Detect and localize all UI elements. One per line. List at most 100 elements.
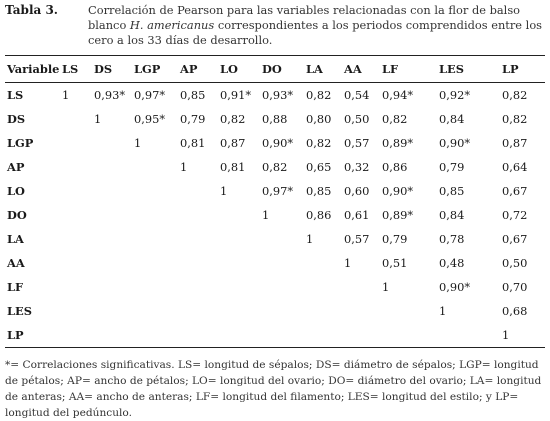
table-cell [218,227,260,251]
table-cell: 0,51 [382,256,408,270]
table-cell: 0,82 [306,136,332,150]
table-cell: 1 [94,112,102,126]
table-cell: 0,50 [502,256,528,270]
table-cell: 1 [134,136,142,150]
table-row: DO 1 0,86 0,61 0,89* 0,84 0,72 [5,203,545,227]
table-cell: 0,82 [502,112,528,126]
table-cell [218,323,260,348]
table-cell [92,131,132,155]
table-cell [260,227,304,251]
caption-text-start: Correlación de Pearson para las variable… [88,3,521,32]
table-cell: 0,97* [134,88,166,102]
table-row: AA 1 0,51 0,48 0,50 [5,251,545,275]
table-cell [304,299,342,323]
table-cell: 0,84 [439,208,465,222]
table-cell: 0,78 [439,232,465,246]
caption-species-name: H. americanus [129,18,215,32]
table-row: LP 1 [5,323,545,348]
table-cell: 1 [62,88,70,102]
column-header-lgp: LGP [132,55,178,83]
column-header-les: LES [437,55,500,83]
table-cell [218,299,260,323]
table-cell [178,203,218,227]
table-cell: 0,79 [382,232,408,246]
table-row: LO 1 0,97* 0,85 0,60 0,90* 0,85 0,67 [5,179,545,203]
table-row: LF 1 0,90* 0,70 [5,275,545,299]
table-cell [380,323,437,348]
table-cell: 0,89* [382,208,414,222]
row-variable-label: AA [7,256,25,270]
table-cell: 0,82 [262,160,288,174]
table-cell: 0,92* [439,88,471,102]
table-cell [132,275,178,299]
table-cell: 0,84 [439,112,465,126]
table-cell [92,227,132,251]
row-variable-label: LA [7,232,24,246]
table-cell [92,275,132,299]
table-cell: 0,86 [306,208,332,222]
table-cell: 0,93* [94,88,126,102]
table-cell: 0,67 [502,184,528,198]
column-header-ls: LS [60,55,92,83]
table-cell: 0,93* [262,88,294,102]
table-cell [260,251,304,275]
table-cell [342,299,380,323]
row-variable-label: LF [7,280,24,294]
table-cell [60,323,92,348]
table-cell: 1 [306,232,314,246]
column-header-lf: LF [380,55,437,83]
table-cell [92,179,132,203]
table-cell: 0,97* [262,184,294,198]
table-cell [437,323,500,348]
table-cell [60,203,92,227]
table-cell: 0,82 [220,112,246,126]
row-variable-label: LGP [7,136,34,150]
table-cell: 0,87 [502,136,528,150]
column-header-ap: AP [178,55,218,83]
row-variable-label: AP [7,160,25,174]
table-cell: 0,79 [439,160,465,174]
table-cell: 1 [344,256,352,270]
table-row: LES 1 0,68 [5,299,545,323]
table-cell [92,251,132,275]
table-cell: 0,94* [382,88,414,102]
table-cell [92,155,132,179]
table-cell: 0,61 [344,208,370,222]
table-cell [132,227,178,251]
table-cell: 0,68 [502,304,528,318]
table-cell: 0,60 [344,184,370,198]
table-cell: 1 [382,280,390,294]
table-row: LGP 1 0,81 0,87 0,90* 0,82 0,57 0,89* 0,90* 0,87 [5,131,545,155]
table-cell: 0,65 [306,160,332,174]
table-cell: 0,90* [439,136,471,150]
table-cell [342,275,380,299]
table-row: LA 1 0,57 0,79 0,78 0,67 [5,227,545,251]
table-cell: 0,90* [262,136,294,150]
table-cell: 0,81 [180,136,206,150]
table-cell: 0,91* [220,88,252,102]
table-cell [132,203,178,227]
table-cell [60,131,92,155]
column-header-aa: AA [342,55,380,83]
table-body: LS 1 0,93* 0,97* 0,85 0,91* 0,93* 0,82 0,54 0,94*… [5,83,545,348]
table-row: AP 1 0,81 0,82 0,65 0,32 0,86 0,79 0,64 [5,155,545,179]
table-cell [60,227,92,251]
table-cell [380,299,437,323]
table-row: DS 1 0,95* 0,79 0,82 0,88 0,80 0,50 0,82 0,84 0,82 [5,107,545,131]
caption-text-end: correspondientes a los periodos comprend… [88,18,543,47]
table-cell [260,299,304,323]
table-cell [132,299,178,323]
table-cell: 0,57 [344,232,370,246]
table-cell [92,299,132,323]
table-cell [60,251,92,275]
table-cell [132,179,178,203]
table-cell [92,323,132,348]
table-cell [60,107,92,131]
column-header-ds: DS [92,55,132,83]
table-cell [132,155,178,179]
table-cell [178,275,218,299]
table-cell [218,275,260,299]
table-label: Tabla 3. [5,3,58,17]
table-cell [60,179,92,203]
table-cell: 0,64 [502,160,528,174]
